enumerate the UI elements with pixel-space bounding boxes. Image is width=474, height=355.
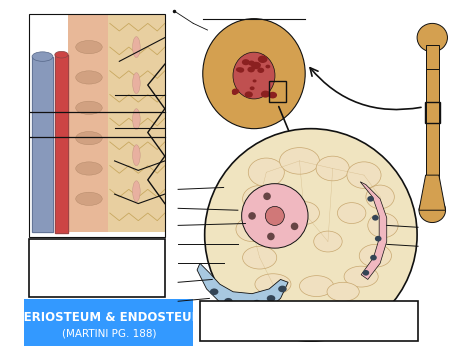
Ellipse shape [267, 233, 275, 240]
Ellipse shape [251, 62, 261, 69]
Ellipse shape [359, 244, 392, 267]
Ellipse shape [289, 202, 319, 224]
Ellipse shape [367, 196, 374, 202]
Ellipse shape [253, 80, 256, 82]
Bar [32, 56, 53, 232]
Ellipse shape [255, 274, 291, 295]
Ellipse shape [370, 255, 377, 261]
Ellipse shape [76, 131, 102, 145]
Ellipse shape [76, 71, 102, 84]
Bar [29, 14, 165, 237]
Text: (MARTINI PG. 188): (MARTINI PG. 188) [62, 328, 156, 339]
Ellipse shape [419, 198, 446, 223]
Ellipse shape [261, 91, 270, 98]
Ellipse shape [238, 302, 247, 308]
Ellipse shape [314, 231, 342, 252]
Bar [29, 239, 165, 297]
Ellipse shape [245, 91, 253, 98]
Ellipse shape [327, 282, 359, 301]
Ellipse shape [236, 67, 242, 72]
Bar [203, 14, 305, 73]
Ellipse shape [237, 67, 244, 73]
Ellipse shape [316, 156, 349, 181]
Ellipse shape [265, 65, 270, 69]
Bar [55, 55, 68, 233]
Ellipse shape [280, 148, 319, 174]
Ellipse shape [232, 91, 237, 95]
Ellipse shape [236, 217, 268, 241]
Polygon shape [419, 175, 446, 210]
Ellipse shape [133, 109, 140, 130]
Polygon shape [197, 263, 288, 311]
Polygon shape [108, 14, 165, 232]
Ellipse shape [267, 295, 275, 302]
Ellipse shape [76, 40, 102, 54]
Ellipse shape [210, 289, 219, 295]
Ellipse shape [366, 185, 394, 209]
Ellipse shape [256, 64, 261, 66]
Ellipse shape [248, 60, 255, 66]
Ellipse shape [232, 88, 239, 94]
Ellipse shape [368, 213, 398, 238]
Ellipse shape [242, 59, 250, 65]
Ellipse shape [243, 246, 277, 269]
Ellipse shape [300, 275, 334, 296]
Ellipse shape [278, 286, 287, 292]
Bar [269, 81, 286, 102]
Bar [425, 102, 440, 123]
Bar [55, 55, 68, 233]
Text: PERIOSTEUM & ENDOSTEUM: PERIOSTEUM & ENDOSTEUM [15, 311, 203, 324]
Ellipse shape [203, 19, 305, 129]
Ellipse shape [133, 73, 140, 94]
Ellipse shape [247, 67, 255, 72]
Ellipse shape [250, 86, 255, 90]
Ellipse shape [256, 62, 260, 66]
Bar [25, 299, 193, 346]
Ellipse shape [265, 206, 284, 225]
Ellipse shape [291, 223, 298, 230]
Bar [200, 301, 418, 341]
Ellipse shape [133, 37, 140, 58]
Ellipse shape [55, 51, 68, 58]
Ellipse shape [344, 266, 378, 287]
Ellipse shape [133, 181, 140, 202]
Polygon shape [68, 14, 110, 232]
Polygon shape [360, 182, 387, 279]
Polygon shape [426, 45, 439, 73]
Ellipse shape [268, 92, 277, 98]
Ellipse shape [253, 300, 261, 306]
Ellipse shape [76, 162, 102, 175]
Ellipse shape [372, 215, 379, 221]
Ellipse shape [375, 236, 382, 241]
Ellipse shape [243, 186, 277, 212]
Ellipse shape [233, 52, 275, 99]
Ellipse shape [417, 23, 447, 52]
Ellipse shape [224, 298, 233, 305]
Ellipse shape [263, 192, 271, 200]
Ellipse shape [337, 203, 366, 224]
Ellipse shape [76, 101, 102, 114]
Ellipse shape [133, 145, 140, 166]
Ellipse shape [205, 129, 417, 341]
Ellipse shape [248, 212, 256, 220]
Ellipse shape [248, 158, 284, 186]
Bar [32, 56, 53, 232]
Ellipse shape [363, 270, 369, 275]
Ellipse shape [347, 162, 381, 189]
Ellipse shape [257, 68, 264, 73]
Ellipse shape [242, 184, 308, 248]
Ellipse shape [76, 192, 102, 206]
Ellipse shape [258, 55, 267, 63]
Ellipse shape [32, 52, 53, 61]
Bar [426, 69, 439, 183]
